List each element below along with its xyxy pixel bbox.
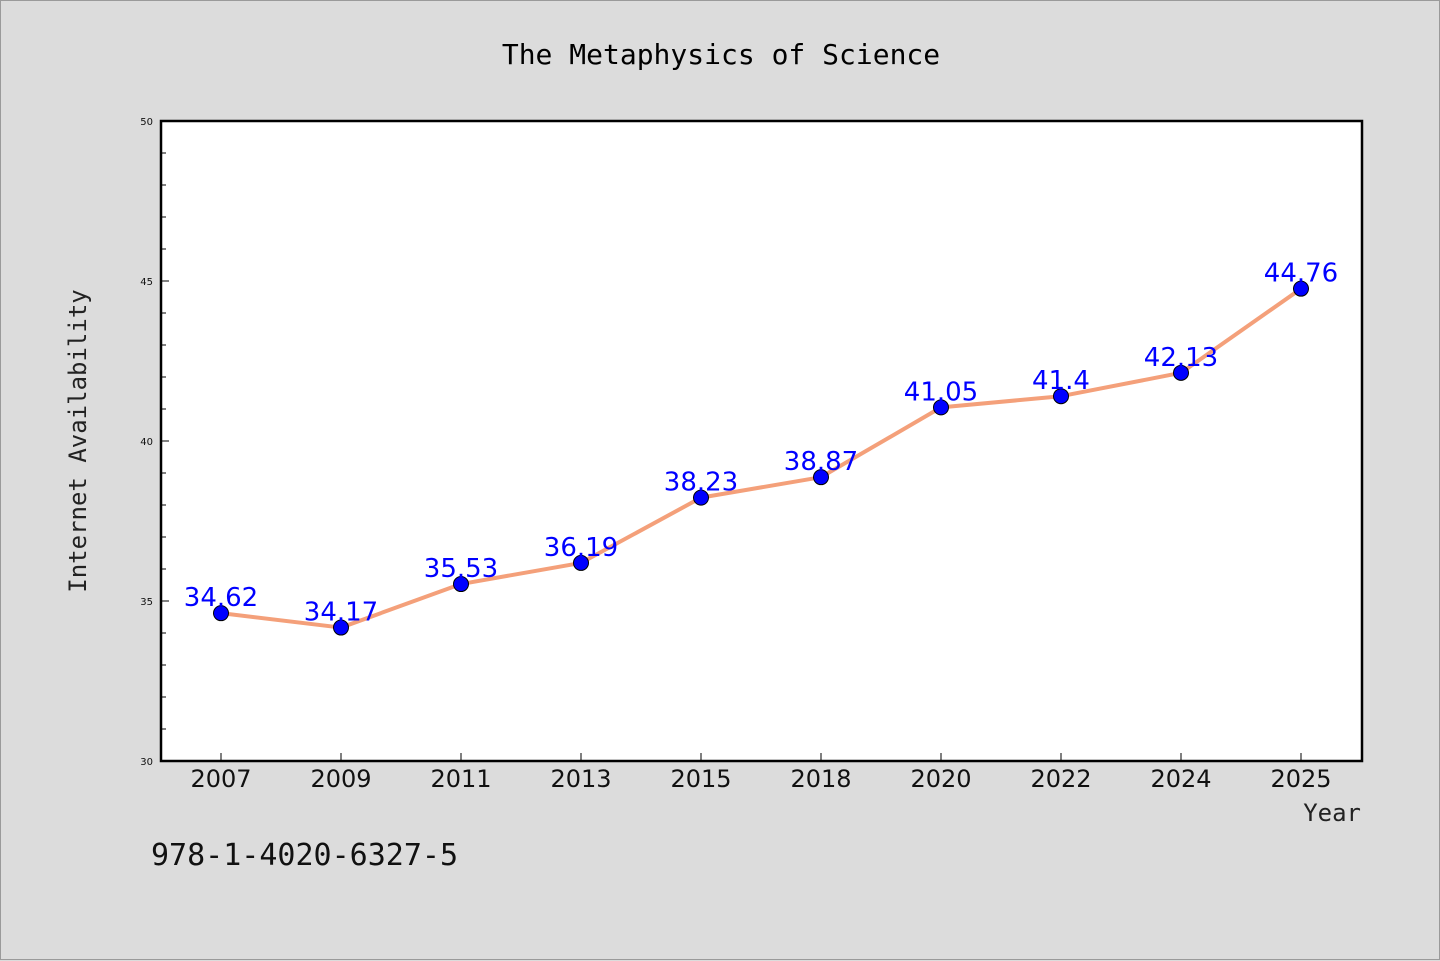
isbn-footnote: 978-1-4020-6327-5 [151, 838, 458, 873]
data-label: 41.05 [904, 377, 978, 407]
x-tick-label: 2018 [790, 765, 851, 793]
data-point [213, 605, 229, 622]
data-point [693, 489, 709, 506]
chart-title: The Metaphysics of Science [502, 38, 940, 71]
data-label: 38.87 [784, 447, 858, 477]
x-tick-label: 2013 [550, 765, 611, 793]
y-tick-label: 45 [140, 277, 153, 288]
data-point [1173, 364, 1189, 381]
data-point [1053, 388, 1069, 405]
data-point [333, 619, 349, 636]
data-label: 41.4 [1032, 366, 1090, 396]
data-label: 35.53 [424, 554, 498, 584]
data-label: 38.23 [664, 468, 738, 498]
data-label: 36.19 [544, 533, 618, 563]
series-line [220, 287, 1303, 630]
x-tick-label: 2007 [190, 765, 251, 793]
data-point [1293, 280, 1309, 297]
plot-area [161, 121, 1362, 761]
data-point [453, 576, 469, 593]
y-tick-label: 30 [140, 757, 153, 768]
y-tick-label: 35 [140, 597, 153, 608]
data-point [813, 469, 829, 486]
data-label: 42.13 [1144, 343, 1218, 373]
x-axis-ticks: 2007 2009 2011 2013 2015 2018 2020 2022 2024 2025 [190, 753, 1332, 793]
data-label: 34.62 [184, 583, 258, 613]
plot-frame [159, 119, 1364, 763]
data-point [933, 399, 949, 416]
series-layer: 34.62 34.17 35.53 36.19 38.23 38.87 41.05 41.4 4… [184, 259, 1338, 636]
x-tick-label: 2025 [1270, 765, 1331, 793]
x-tick-label: 2020 [910, 765, 971, 793]
data-label: 34.17 [304, 598, 378, 628]
x-axis-label: Year [1303, 799, 1361, 827]
y-axis-label: Internet Availability [64, 289, 92, 592]
y-tick-label: 40 [140, 437, 153, 448]
y-tick-label: 50 [140, 117, 153, 128]
x-tick-label: 2011 [430, 765, 491, 793]
x-tick-label: 2015 [670, 765, 731, 793]
x-tick-label: 2009 [310, 765, 371, 793]
x-tick-label: 2022 [1030, 765, 1091, 793]
data-label: 44.76 [1264, 259, 1338, 289]
x-tick-label: 2024 [1150, 765, 1211, 793]
data-point [573, 554, 589, 571]
